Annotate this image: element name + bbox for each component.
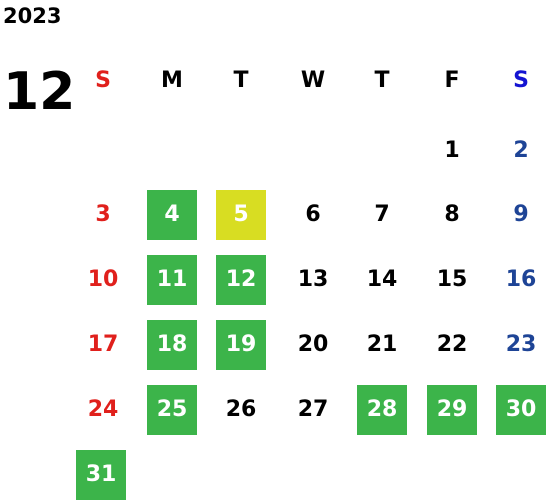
highlighted-day: 31 <box>76 450 126 500</box>
day: 23 <box>505 332 537 357</box>
day: 7 <box>374 202 390 227</box>
day: 26 <box>225 397 257 422</box>
day: 9 <box>513 202 529 227</box>
day: 22 <box>436 332 468 357</box>
day: 17 <box>87 332 119 357</box>
year: 2023 <box>3 4 62 28</box>
day: 20 <box>297 332 329 357</box>
highlighted-day: 4 <box>147 190 197 240</box>
weekday: T <box>374 68 390 93</box>
weekday: W <box>300 68 326 93</box>
day: 24 <box>87 397 119 422</box>
day: 14 <box>366 267 398 292</box>
highlighted-day: 11 <box>147 255 197 305</box>
day: 13 <box>297 267 329 292</box>
weekday: F <box>444 68 460 93</box>
day: 10 <box>87 267 119 292</box>
highlighted-day: 18 <box>147 320 197 370</box>
weekday: M <box>161 68 183 93</box>
day: 15 <box>436 267 468 292</box>
highlighted-day: 25 <box>147 385 197 435</box>
highlighted-day: 29 <box>427 385 477 435</box>
highlighted-day: 12 <box>216 255 266 305</box>
day: 21 <box>366 332 398 357</box>
day: 16 <box>505 267 537 292</box>
highlighted-day: 30 <box>496 385 546 435</box>
month: 12 <box>3 62 76 122</box>
highlighted-day: 5 <box>216 190 266 240</box>
weekday: S <box>513 68 529 93</box>
highlighted-day: 28 <box>357 385 407 435</box>
day: 3 <box>95 202 111 227</box>
day: 8 <box>444 202 460 227</box>
day: 2 <box>513 138 529 163</box>
day: 1 <box>444 138 460 163</box>
weekday: T <box>233 68 249 93</box>
highlighted-day: 19 <box>216 320 266 370</box>
weekday: S <box>95 68 111 93</box>
day: 27 <box>297 397 329 422</box>
day: 6 <box>305 202 321 227</box>
